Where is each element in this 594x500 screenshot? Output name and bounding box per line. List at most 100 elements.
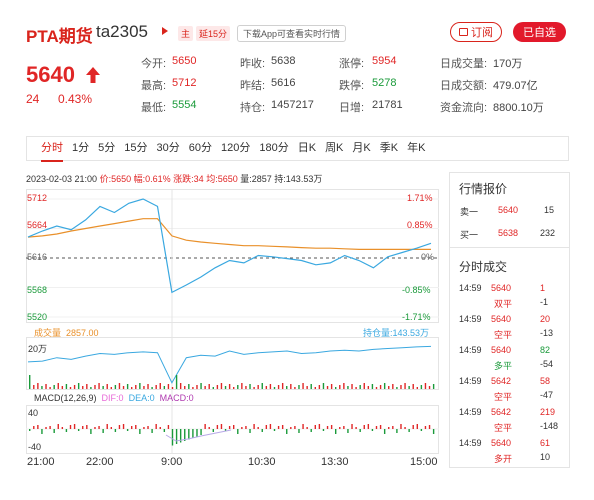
dea-line [165,429,232,442]
volume-bar [302,383,304,389]
tab-period[interactable]: 分时 [41,136,63,162]
volume-bar [184,386,186,389]
volume-bar [155,385,157,389]
tab-period[interactable]: 月K [352,142,371,154]
trade-price: 5640 [491,314,512,324]
macd-bar [184,429,186,441]
stat-label: 涨停: [339,58,365,70]
macd-bar [237,429,239,434]
y-left-label: 5568 [27,285,48,295]
y-right-label: 1.71% [407,193,433,203]
volume-bar [49,387,51,389]
volume-bar [286,386,288,389]
macd-bar [277,426,280,429]
volume-bar [171,387,174,389]
download-app-link[interactable]: 下载App可查看实时行情 [237,25,347,42]
tab-period[interactable]: 5分 [98,142,116,154]
macd-bar [359,429,361,432]
macd-bar [265,425,268,429]
volume-bar [428,386,431,389]
delay-badge: 延15分 [196,26,231,41]
tab-period[interactable]: 180分 [259,142,289,154]
trade-change: -47 [540,390,554,400]
y-right-label: -0.85% [402,285,431,295]
macd-bar [57,424,59,429]
trade-price: 5642 [491,376,512,386]
volume-bar [355,387,357,389]
volume-bar [110,387,112,389]
macd-bar [29,429,31,431]
macd-bar [98,426,100,429]
favorite-button[interactable]: 已自选 [513,22,566,42]
macd-bar [151,429,153,433]
macd-bar [253,424,255,429]
trade-qty: 58 [540,376,551,386]
trade-price: 5640 [491,283,512,293]
trade-price: 5640 [491,345,512,355]
trade-change: -54 [540,359,554,369]
macd-bar [326,426,329,429]
volume-bar [298,385,300,389]
macd-bar [322,429,325,431]
volume-bar [69,387,72,389]
macd-bar [318,424,321,429]
x-tick-label: 15:00 [410,456,438,468]
macd-bar [396,429,398,433]
volume-bar [204,386,206,389]
stat-value: 170万 [493,58,523,70]
macd-bar [139,429,141,434]
macd-bar [404,427,406,429]
macd-bar [45,427,47,429]
macd-bar [65,429,68,432]
macd-bar [245,426,247,429]
tab-period[interactable]: 1分 [72,142,90,154]
stat-label: 昨结: [240,80,266,92]
tab-period[interactable]: 日K [297,142,317,154]
macd-bar [131,426,133,429]
info-hold: 持:143.53万 [274,174,323,184]
macd-bar [37,425,39,429]
volume-bar [163,386,166,389]
macd-bar [159,427,161,429]
volume-bar [200,383,202,389]
tab-period[interactable]: 120分 [221,142,251,154]
volume-bar [412,384,414,389]
macd-bar [208,427,210,429]
tab-period[interactable]: 60分 [188,142,212,154]
intraday-chart[interactable] [26,189,439,468]
stat-label: 今开: [141,58,167,70]
macd-bar [371,429,374,431]
volume-bar [196,385,198,389]
trade-type: 多开 [494,454,513,464]
tab-period[interactable]: 30分 [156,142,180,154]
macd-bar [204,424,206,429]
volume-bar [379,385,382,389]
macd-bar [167,425,170,429]
tab-period[interactable]: 年K [407,142,426,154]
macd-bar [147,426,149,429]
volume-bar [61,386,64,389]
subscribe-button[interactable]: 订阅 [450,22,502,42]
tab-period[interactable]: 季K [379,142,399,154]
volume-bar [41,386,43,389]
play-icon[interactable] [162,27,168,35]
macd-bar [220,424,223,429]
volume-bar [245,386,247,389]
stat-value: 5554 [172,99,197,111]
volume-bar [82,386,84,389]
macd-bar [228,426,231,429]
volume-bar [322,383,325,389]
tab-period[interactable]: 周K [325,142,344,154]
trade-time: 14:59 [459,283,482,293]
macd-bar [135,425,137,429]
macd-bar [306,427,308,429]
volume-bar [383,383,386,389]
macd-bar [163,429,166,432]
volume-bar [159,383,161,389]
tab-period[interactable]: 15分 [124,142,148,154]
macd-bar [106,424,108,429]
stat-value: 5278 [372,77,397,89]
stat-label: 最高: [141,80,167,92]
macd-bar [110,427,112,429]
volume-bar [330,384,333,389]
